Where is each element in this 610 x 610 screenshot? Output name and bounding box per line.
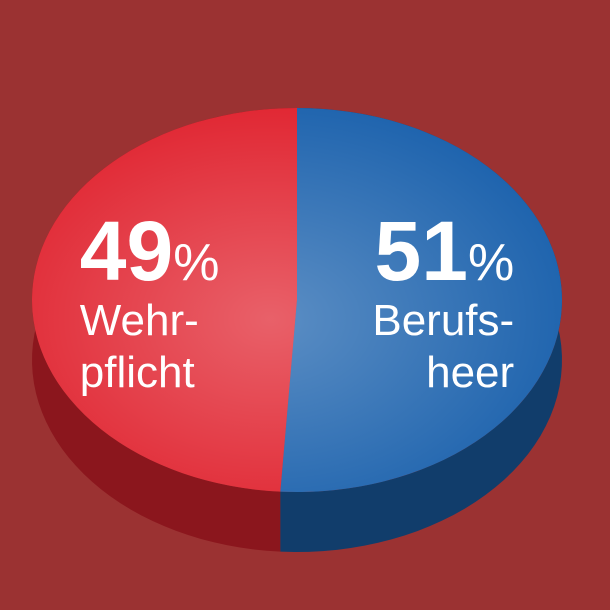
value-label: 49% <box>80 204 220 298</box>
value-number: 49 <box>80 204 173 298</box>
category-label: Wehr-pflicht <box>80 296 199 397</box>
category-line: heer <box>426 348 514 397</box>
value-label: 51% <box>375 204 515 298</box>
gloss <box>32 108 562 492</box>
value-unit: % <box>173 234 219 292</box>
category-line: pflicht <box>80 348 195 397</box>
category-line: Berufs- <box>372 296 514 345</box>
category-line: Wehr- <box>80 296 199 345</box>
category-label: Berufs-heer <box>372 296 514 397</box>
value-unit: % <box>468 234 514 292</box>
value-number: 51 <box>375 204 468 298</box>
